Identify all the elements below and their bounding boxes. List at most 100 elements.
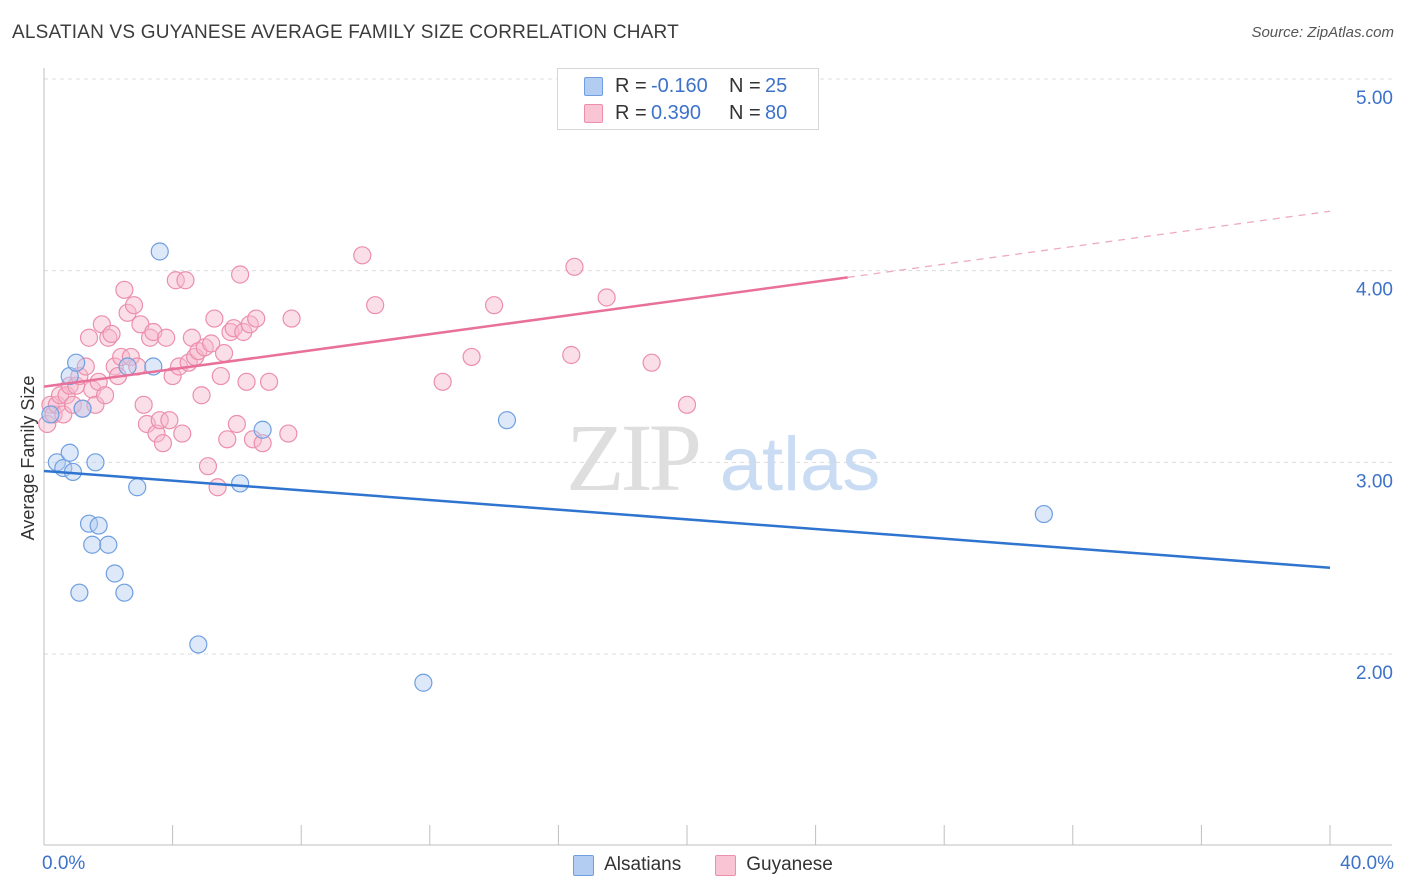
guyanese-point (112, 347, 131, 367)
guyanese-point (253, 434, 272, 453)
guyanese-point (47, 395, 66, 414)
guyanese-point (282, 309, 301, 328)
source-label: Source: ZipAtlas.com (1251, 24, 1394, 41)
guyanese-point (163, 366, 182, 386)
guyanese-point (243, 430, 263, 449)
alsatians-point (414, 673, 433, 692)
alsatians-point (86, 453, 105, 472)
guyanese-point (134, 395, 153, 414)
alsatians-point (115, 583, 134, 602)
guyanese-point (157, 328, 176, 347)
guyanese-point (173, 424, 192, 443)
alsatians-point (1034, 504, 1053, 524)
guyanese-point (259, 372, 279, 391)
alsatians-point (41, 405, 60, 424)
guyanese-point (140, 328, 160, 347)
guyanese-point (366, 296, 385, 315)
guyanese-point (208, 478, 227, 497)
watermark-zip: ZIP (566, 404, 699, 511)
chart-title: ALSATIAN VS GUYANESE AVERAGE FAMILY SIZE… (12, 22, 679, 43)
r-label: R = (615, 74, 647, 97)
r-value: -0.160 (651, 74, 708, 97)
guyanese-point (237, 372, 256, 391)
alsatians-point (253, 420, 272, 439)
guyanese-point (247, 309, 266, 328)
guyanese-point (562, 345, 581, 365)
guyanese-point (462, 347, 481, 367)
guyanese-point (150, 411, 169, 430)
guyanese-point (279, 424, 298, 443)
alsatians-point (150, 242, 169, 261)
guyanese-point (54, 405, 73, 424)
alsatians-point (73, 399, 92, 418)
guyanese-point (214, 343, 234, 363)
guyanese-point (198, 457, 218, 476)
axes (43, 68, 1392, 846)
guyanese-point (677, 395, 697, 414)
guyanese-point (102, 324, 121, 344)
legend-label-alsatians: Alsatians (604, 854, 682, 875)
grid-lines (44, 78, 1392, 655)
guyanese-point (176, 271, 195, 290)
x-tick-label-min: 0.0% (42, 853, 85, 874)
y-tick-label: 5.00 (1356, 88, 1393, 109)
y-tick-label: 3.00 (1356, 471, 1393, 492)
alsatians-points (41, 242, 1053, 692)
alsatians-point (128, 478, 147, 497)
legend-stats: R = -0.160 N = 25 R = 0.390 N = 80 (557, 68, 819, 130)
alsatians-point (99, 535, 118, 554)
r-value: 0.390 (651, 101, 702, 124)
guyanese-point (57, 386, 76, 405)
alsatians-point (105, 564, 124, 583)
alsatians-point (497, 411, 517, 430)
legend-item-alsatians[interactable]: Alsatians (573, 854, 681, 876)
guyanese-point (95, 386, 115, 405)
guyanese-point (192, 386, 211, 405)
n-label: N = (729, 74, 761, 97)
watermark: ZIP atlas (566, 404, 880, 511)
guyanese-point (50, 386, 70, 405)
alsatians-point (231, 474, 250, 493)
r-label: R = (615, 101, 647, 124)
alsatians-swatch (573, 854, 595, 876)
watermark-atlas: atlas (720, 422, 881, 507)
guyanese-point (485, 296, 504, 315)
legend-item-guyanese[interactable]: Guyanese (715, 854, 833, 876)
guyanese-point (153, 434, 173, 453)
guyanese-point (63, 395, 83, 414)
legend-series: Alsatians Guyanese (0, 852, 1406, 878)
legend-row-alsatians: R = -0.160 N = 25 (558, 73, 787, 99)
guyanese-point (160, 411, 179, 430)
guyanese-point (38, 414, 57, 434)
alsatians-point (89, 516, 108, 535)
guyanese-points (38, 246, 697, 497)
guyanese-point (565, 257, 584, 276)
guyanese-swatch (584, 103, 603, 123)
alsatians-point (118, 357, 137, 376)
tick-labels: 2.00 3.00 4.00 5.00 0.0% 40.0% (42, 88, 1394, 874)
guyanese-point (205, 309, 224, 328)
guyanese-point (41, 395, 60, 414)
guyanese-point (79, 328, 99, 347)
trend-lines (43, 210, 1331, 569)
x-tick-label-max: 40.0% (1340, 853, 1394, 874)
guyanese-point (353, 246, 372, 265)
alsatians-point (60, 443, 79, 462)
y-axis-label: Average Family Size (18, 376, 38, 541)
y-tick-label: 4.00 (1356, 280, 1393, 301)
legend-label-guyanese: Guyanese (746, 854, 833, 875)
alsatians-trend-line (43, 469, 1331, 569)
n-value: 25 (765, 74, 788, 97)
guyanese-point (218, 430, 237, 449)
guyanese-point (227, 414, 246, 434)
guyanese-point (433, 372, 452, 391)
alsatians-point (70, 583, 89, 602)
guyanese-point (76, 357, 95, 376)
guyanese-point (597, 288, 616, 307)
guyanese-swatch (715, 854, 737, 876)
guyanese-point (105, 357, 124, 376)
guyanese-point (642, 353, 661, 372)
guyanese-point (166, 271, 185, 290)
guyanese-point (211, 366, 230, 386)
